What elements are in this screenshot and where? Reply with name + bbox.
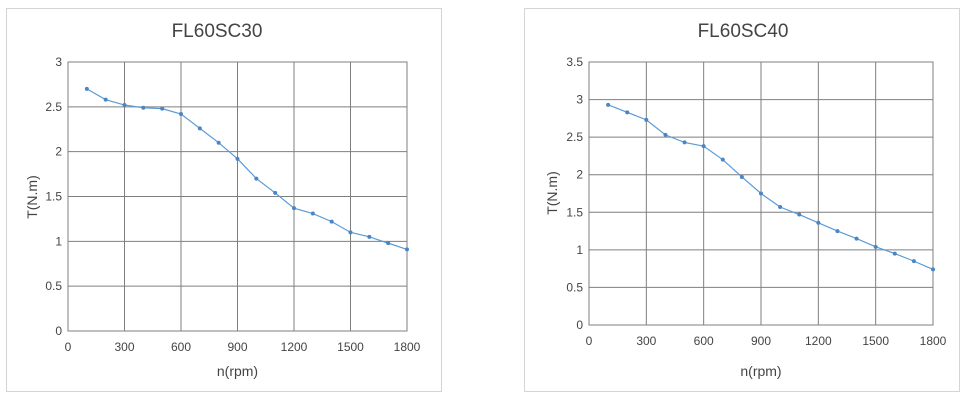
x-tick-label: 0 xyxy=(586,334,593,348)
y-tick-label: 1 xyxy=(55,234,62,248)
data-point xyxy=(739,174,744,179)
data-point xyxy=(835,229,840,234)
y-tick-label: 2.5 xyxy=(566,130,583,144)
data-point xyxy=(386,241,391,246)
data-point xyxy=(84,86,89,91)
data-point xyxy=(310,211,315,216)
data-point xyxy=(606,102,611,107)
chart-title: FL60SC30 xyxy=(172,21,263,42)
chart-panel-fl60sc40: FL60SC40 0 300 600 900 1200 1500 1800 0 0.5 1 1.5 2 2… xyxy=(524,8,960,392)
y-tick-label: 0.5 xyxy=(566,280,583,294)
chart-svg-fl60sc40: FL60SC40 0 300 600 900 1200 1500 1800 0 0.5 1 1.5 2 2… xyxy=(544,21,947,379)
data-point xyxy=(348,230,353,235)
x-axis-label: n(rpm) xyxy=(740,363,781,379)
data-point xyxy=(759,191,763,196)
data-point xyxy=(644,117,649,122)
data-point xyxy=(797,212,802,217)
chart-title: FL60SC40 xyxy=(698,21,789,42)
data-point xyxy=(254,176,259,181)
x-tick-label: 600 xyxy=(171,340,191,354)
x-tick-label: 900 xyxy=(227,340,247,354)
data-point xyxy=(179,112,183,117)
data-point xyxy=(720,157,725,162)
chart-panel-fl60sc30: FL60SC30 0 300 600 900 1200 1500 1800 0 0.5 1 1.5 2 2… xyxy=(6,8,442,392)
data-point xyxy=(816,220,821,225)
y-tick-label: 1 xyxy=(576,243,583,257)
data-point xyxy=(854,236,859,241)
series-line xyxy=(607,104,934,270)
x-tick-label: 300 xyxy=(636,334,656,348)
y-axis-label: T(N.m) xyxy=(24,175,40,219)
y-tick-label: 0 xyxy=(55,324,62,338)
chart-svg-fl60sc30: FL60SC30 0 300 600 900 1200 1500 1800 0 0.5 1 1.5 2 2… xyxy=(24,21,421,379)
y-tick-label: 2 xyxy=(576,168,583,182)
y-tick-label: 1.5 xyxy=(566,205,583,219)
data-point xyxy=(367,234,372,239)
x-tick-label: 900 xyxy=(751,334,771,348)
data-point xyxy=(329,219,334,224)
x-tick-label: 1200 xyxy=(281,340,308,354)
x-tick-label: 1500 xyxy=(862,334,889,348)
data-point xyxy=(682,140,687,145)
x-tick-label: 600 xyxy=(694,334,714,348)
data-point xyxy=(663,132,668,137)
data-point xyxy=(160,106,165,111)
data-point xyxy=(141,105,146,110)
data-point xyxy=(122,103,127,108)
y-tick-label: 3 xyxy=(576,93,583,107)
x-tick-label: 300 xyxy=(114,340,134,354)
data-point xyxy=(273,190,278,195)
data-point xyxy=(235,156,240,161)
data-point xyxy=(625,110,630,115)
data-point xyxy=(931,267,935,272)
plot-frame xyxy=(588,61,934,326)
data-point xyxy=(911,259,916,264)
data-point xyxy=(216,140,221,145)
y-tick-label: 3 xyxy=(55,55,62,69)
data-point xyxy=(292,206,296,211)
x-tick-label: 1200 xyxy=(805,334,832,348)
x-tick-label: 1800 xyxy=(920,334,947,348)
data-point xyxy=(701,144,706,149)
data-point xyxy=(892,251,897,256)
x-tick-label: 1500 xyxy=(337,340,364,354)
y-tick-label: 0.5 xyxy=(45,279,62,293)
y-tick-label: 0 xyxy=(576,318,583,332)
y-axis-label: T(N.m) xyxy=(544,171,560,215)
y-tick-label: 3.5 xyxy=(566,55,583,69)
x-tick-label: 1800 xyxy=(394,340,421,354)
data-point xyxy=(778,205,783,210)
data-point xyxy=(103,97,108,102)
y-tick-label: 2 xyxy=(55,145,62,159)
y-tick-label: 2.5 xyxy=(45,100,62,114)
x-tick-label: 0 xyxy=(65,340,72,354)
data-point xyxy=(405,247,409,252)
data-point xyxy=(197,126,202,131)
y-tick-label: 1.5 xyxy=(45,190,62,204)
x-axis-label: n(rpm) xyxy=(217,363,258,379)
data-point xyxy=(873,244,878,249)
series-line xyxy=(86,88,408,250)
plot-frame xyxy=(67,61,408,332)
